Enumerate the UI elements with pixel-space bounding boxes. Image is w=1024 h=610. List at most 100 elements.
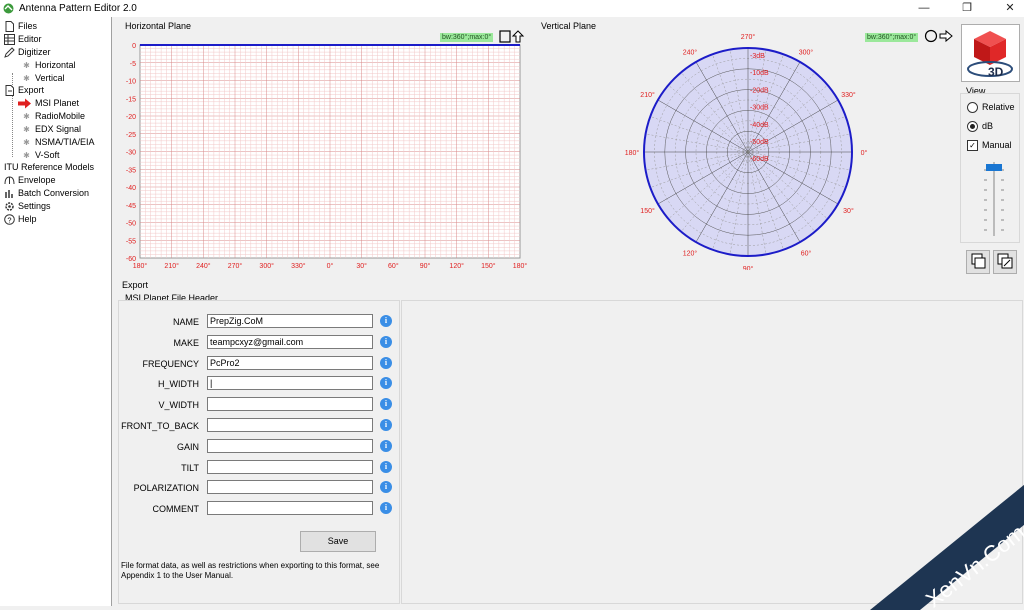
sidebar-item-editor[interactable]: Editor [4, 33, 42, 46]
square-icon[interactable] [499, 30, 511, 43]
sidebar-item-edx-signal[interactable]: ✱ EDX Signal [23, 124, 82, 134]
frequency-input[interactable] [207, 355, 373, 370]
vertical-bw-badge: bw:360°;max:0° [865, 33, 919, 42]
sidebar-item-v-soft[interactable]: ✱ V-Soft [23, 150, 60, 160]
comment-input[interactable] [207, 501, 373, 516]
relative-radio[interactable] [967, 102, 978, 113]
empty-panel [401, 300, 1023, 604]
info-icon[interactable]: i [380, 356, 392, 369]
angle-label: 60° [801, 249, 812, 257]
horizontal-bw-badge: bw:360°;max:0° [440, 33, 494, 42]
x-tick-label: 270° [228, 262, 243, 270]
y-tick-label: -50 [126, 221, 136, 228]
x-tick-label: 30° [356, 262, 367, 270]
label-3d: 3D [988, 65, 1004, 79]
angle-label: 210° [640, 91, 655, 99]
tilt-label: TILT [181, 462, 199, 473]
format-footnote: File format data, as well as restriction… [121, 561, 380, 580]
vertical-plane-toolbar [924, 29, 953, 43]
minimize-button[interactable]: — [918, 2, 930, 14]
db-label: -40dB [750, 122, 769, 129]
db-label: dB [982, 121, 994, 131]
info-icon[interactable]: i [380, 502, 392, 515]
name-label: NAME [172, 317, 199, 327]
info-icon[interactable]: i [380, 439, 392, 452]
watermark: XenVn.Com [870, 480, 1024, 610]
sidebar-item-envelope[interactable]: Envelope [4, 174, 56, 187]
db-label: -50dB [750, 139, 769, 146]
y-tick-label: -45 [126, 203, 136, 210]
sidebar-item-itu[interactable]: ITU Reference Models [4, 162, 95, 172]
x-tick-label: 330° [291, 262, 306, 270]
copy-button[interactable] [966, 250, 990, 274]
y-tick-label: -20 [126, 114, 136, 121]
vertical-plane-chart: 0° 30° 60° 90° 120° 150° 180° 210° 240° 270° 300° 3… [625, 34, 868, 270]
h-width-label: H_WIDTH [158, 379, 199, 390]
sidebar-item-batch-conversion[interactable]: Batch Conversion [4, 187, 89, 200]
name-input[interactable] [207, 314, 373, 328]
db-label: -60dB [750, 156, 769, 163]
restore-button[interactable]: ❐ [962, 2, 972, 14]
sidebar-item-horizontal[interactable]: ✱ Horizontal [23, 60, 76, 70]
sidebar-item-digitizer[interactable]: Digitizer [4, 46, 51, 59]
bullet-icon: ✱ [23, 74, 30, 83]
gain-input[interactable] [207, 438, 373, 453]
export-image-button[interactable] [993, 250, 1017, 274]
sidebar-item-settings[interactable]: Settings [4, 200, 51, 213]
circle-icon[interactable] [924, 29, 938, 43]
sidebar-item-nsma[interactable]: ✱ NSMA/TIA/EIA [23, 137, 95, 147]
y-tick-label: 0 [132, 43, 136, 50]
sidebar-item-help[interactable]: ? Help [4, 213, 37, 226]
y-tick-label: -15 [126, 96, 136, 103]
button-3d[interactable]: 3D [961, 24, 1020, 82]
svg-text:?: ? [7, 215, 11, 224]
info-icon[interactable]: i [380, 419, 392, 431]
info-icon[interactable]: i [380, 481, 392, 494]
v-width-input[interactable] [207, 397, 373, 412]
angle-label: 300° [799, 49, 814, 57]
close-button[interactable]: ✕ [1005, 2, 1015, 14]
sidebar-item-msi-planet[interactable]: MSI Planet [18, 97, 79, 110]
y-tick-label: -25 [126, 132, 136, 139]
sidebar-item-radiomobile[interactable]: ✱ RadioMobile [23, 111, 86, 121]
slider-thumb[interactable] [986, 164, 1002, 171]
manual-checkbox[interactable]: ✓ [967, 140, 978, 151]
angle-label: 0° [861, 149, 868, 157]
db-radio[interactable] [967, 121, 978, 132]
front-to-back-input[interactable] [207, 418, 373, 432]
view-group-label: View [966, 86, 986, 96]
tree-connector [12, 73, 13, 157]
info-icon[interactable]: i [380, 335, 392, 348]
h-width-input[interactable] [207, 376, 373, 391]
export-icon [5, 85, 14, 97]
db-label: -10dB [750, 70, 769, 77]
arrow-right-icon[interactable] [939, 29, 953, 43]
make-input[interactable] [207, 334, 373, 349]
polarization-input[interactable] [207, 480, 373, 495]
sidebar-item-export[interactable]: Export [4, 84, 44, 97]
tilt-input[interactable] [207, 459, 373, 474]
help-icon: ? [4, 214, 15, 225]
angle-label: 270° [741, 34, 756, 41]
arrow-right-icon [18, 98, 31, 109]
info-icon[interactable]: i [380, 377, 392, 390]
make-label: MAKE [173, 337, 199, 348]
grid-lines [140, 45, 520, 258]
sidebar-item-files[interactable]: Files [4, 20, 37, 33]
x-tick-label: 120° [449, 262, 464, 270]
info-icon[interactable]: i [380, 460, 392, 473]
arrow-up-icon[interactable] [511, 30, 525, 43]
x-tick-label: 60° [388, 262, 399, 270]
gain-label: GAIN [176, 441, 199, 452]
angle-label: 120° [683, 249, 698, 257]
pencil-icon [4, 47, 15, 58]
manual-slider[interactable] [980, 158, 1006, 238]
x-tick-label: 0° [327, 262, 334, 270]
sidebar-tree: Files Editor Digitizer ✱ Horizontal ✱ Vert… [0, 17, 112, 606]
sidebar-item-vertical[interactable]: ✱ Vertical [23, 73, 65, 83]
frequency-label: FREQUENCY [142, 358, 199, 369]
info-icon[interactable]: i [380, 398, 392, 411]
watermark-banner: XenVn.Com [870, 484, 1024, 610]
info-icon[interactable]: i [380, 315, 392, 327]
save-button[interactable]: Save [300, 531, 376, 552]
